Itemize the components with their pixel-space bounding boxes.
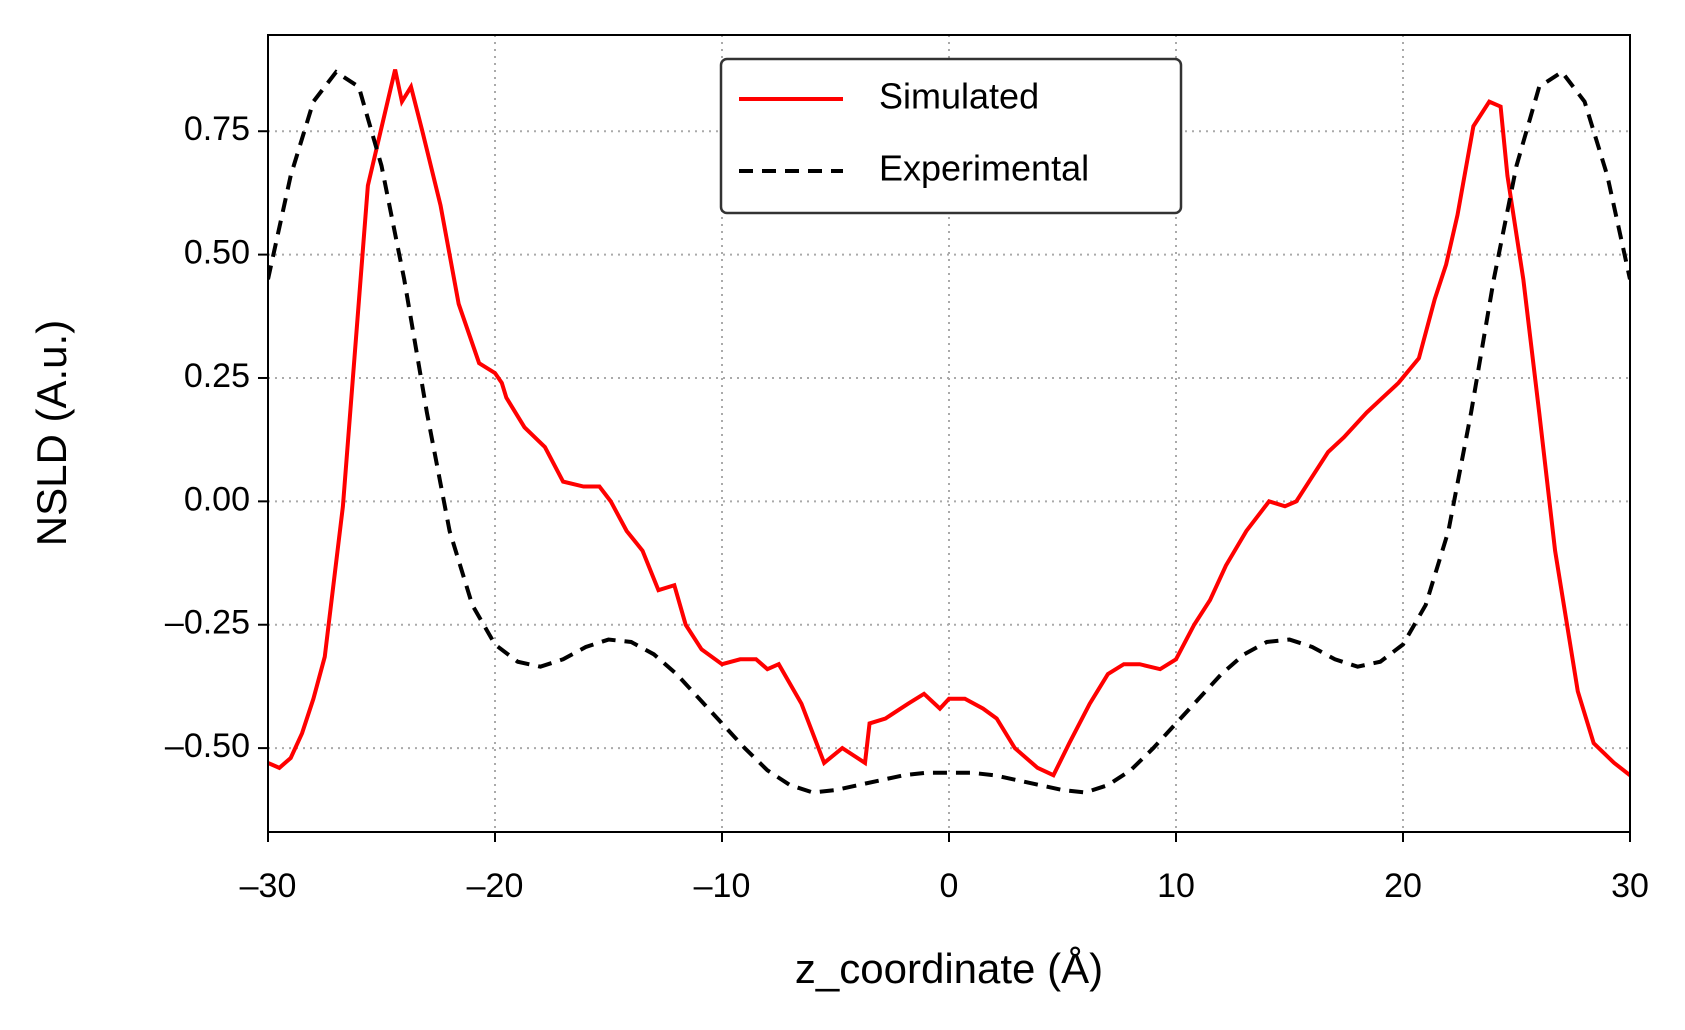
y-tick-label: –0.25 (165, 604, 250, 642)
legend-label: Simulated (879, 76, 1039, 117)
y-tick-label: –0.50 (165, 727, 250, 765)
y-axis-label: NSLD (A.u.) (28, 320, 75, 546)
x-tick-label: 0 (940, 867, 959, 905)
x-tick-label: –10 (694, 867, 751, 905)
x-tick-label: –30 (240, 867, 297, 905)
y-tick-label: 0.00 (184, 480, 250, 518)
x-tick-label: 20 (1384, 867, 1422, 905)
data-line (268, 69, 1630, 778)
legend-label: Experimental (879, 148, 1089, 189)
data-line (268, 69, 1630, 795)
x-tick-label: 10 (1157, 867, 1195, 905)
plot-frame (267, 34, 1631, 833)
y-tick-label: 0.50 (184, 234, 250, 272)
y-tick-label: 0.75 (184, 110, 250, 148)
x-axis-label: z_coordinate (Å) (795, 945, 1103, 992)
x-tick-label: –20 (467, 867, 524, 905)
x-tick-label: 30 (1611, 867, 1649, 905)
y-tick-label: 0.25 (184, 357, 250, 395)
